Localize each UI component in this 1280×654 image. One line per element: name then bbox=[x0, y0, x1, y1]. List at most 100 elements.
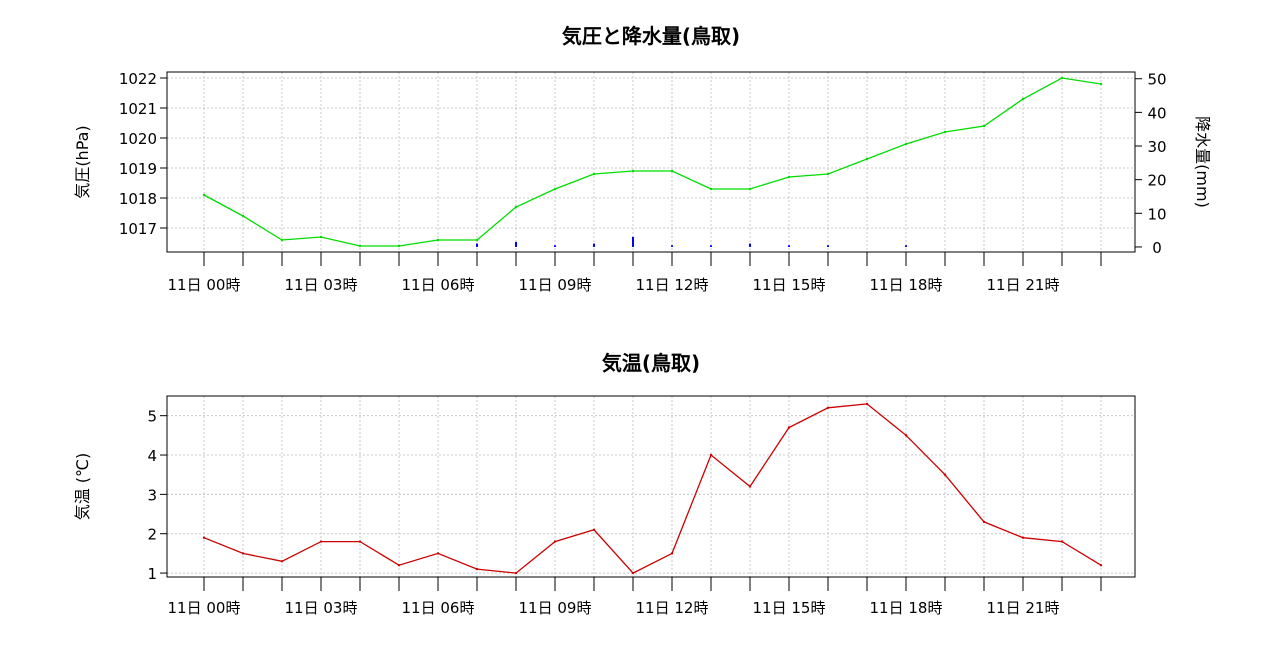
data-point bbox=[553, 187, 557, 191]
data-point bbox=[1021, 97, 1025, 101]
data-point bbox=[787, 426, 791, 429]
data-point bbox=[319, 540, 323, 543]
y2-tick-label: 20 bbox=[1147, 172, 1166, 190]
y-tick-label: 2 bbox=[147, 526, 157, 544]
x-tick-label: 11日 21時 bbox=[987, 276, 1060, 294]
x-tick-label: 11日 03時 bbox=[285, 276, 358, 294]
x-tick-label: 11日 21時 bbox=[987, 599, 1060, 617]
y-tick-label: 1021 bbox=[119, 100, 157, 118]
data-point bbox=[709, 453, 713, 457]
x-tick-label: 11日 18時 bbox=[870, 276, 943, 294]
data-point bbox=[670, 169, 674, 173]
data-point bbox=[475, 567, 479, 571]
series-line bbox=[203, 77, 1102, 247]
data-point bbox=[670, 552, 674, 555]
precip-bar bbox=[671, 245, 673, 247]
data-point bbox=[241, 552, 245, 555]
precip-bar bbox=[905, 245, 907, 247]
x-tick-label: 11日 12時 bbox=[636, 599, 709, 617]
data-point bbox=[319, 235, 323, 239]
chart-title: 気圧と降水量(鳥取) bbox=[562, 24, 740, 48]
data-point bbox=[748, 187, 752, 191]
y-tick-label: 1 bbox=[147, 565, 157, 583]
data-point bbox=[943, 473, 947, 476]
data-point bbox=[592, 172, 596, 176]
precip-bar bbox=[749, 243, 751, 247]
data-point bbox=[865, 402, 869, 406]
chart-1: 気圧と降水量(鳥取)101710181019102010211022気圧(hPa… bbox=[73, 24, 1212, 294]
y-tick-label: 1022 bbox=[119, 70, 157, 88]
y-tick-label: 3 bbox=[147, 486, 157, 504]
x-tick-label: 11日 00時 bbox=[168, 599, 241, 617]
data-point bbox=[553, 540, 557, 543]
y2-tick-label: 30 bbox=[1147, 138, 1166, 156]
y-tick-label: 4 bbox=[147, 447, 157, 465]
data-point bbox=[982, 124, 986, 128]
x-tick-label: 11日 18時 bbox=[870, 599, 943, 617]
x-tick-label: 11日 06時 bbox=[402, 599, 475, 617]
data-point bbox=[982, 520, 986, 524]
y2-axis-label: 降水量(mm) bbox=[1193, 116, 1212, 208]
y-tick-label: 1017 bbox=[119, 220, 157, 238]
data-point bbox=[748, 485, 752, 488]
x-tick-label: 11日 12時 bbox=[636, 276, 709, 294]
data-point bbox=[475, 238, 479, 242]
precip-bar bbox=[710, 245, 712, 247]
precip-bar bbox=[593, 243, 595, 247]
data-point bbox=[202, 193, 206, 197]
data-point bbox=[787, 175, 791, 179]
data-point bbox=[436, 238, 440, 242]
x-tick-label: 11日 03時 bbox=[285, 599, 358, 617]
y2-tick-label: 10 bbox=[1147, 205, 1166, 223]
x-tick-label: 11日 09時 bbox=[519, 276, 592, 294]
data-point bbox=[631, 571, 635, 575]
data-point bbox=[358, 540, 362, 543]
precip-bar bbox=[632, 236, 634, 247]
y-tick-label: 1020 bbox=[119, 130, 157, 148]
y-tick-label: 1018 bbox=[119, 190, 157, 208]
data-point bbox=[709, 187, 713, 191]
data-point bbox=[436, 552, 440, 555]
x-tick-label: 11日 00時 bbox=[168, 276, 241, 294]
y-tick-label: 1019 bbox=[119, 160, 157, 178]
x-tick-label: 11日 09時 bbox=[519, 599, 592, 617]
y-axis-label: 気温 (℃) bbox=[73, 453, 92, 521]
data-point bbox=[280, 560, 284, 563]
chart-2: 気温(鳥取) 1 2 3 4 5 気温 (℃) 11日 00時 11日 03時 11日 06時 11… bbox=[73, 351, 1136, 617]
data-point bbox=[514, 571, 518, 575]
data-point bbox=[1021, 536, 1025, 539]
data-point bbox=[826, 172, 830, 176]
data-point bbox=[904, 434, 908, 437]
precip-bar bbox=[476, 243, 478, 247]
x-tick-label: 11日 15時 bbox=[753, 599, 826, 617]
chart-title: 気温(鳥取) bbox=[602, 351, 700, 375]
plot-frame bbox=[166, 395, 1136, 578]
data-point bbox=[904, 142, 908, 146]
x-tick-label: 11日 15時 bbox=[753, 276, 826, 294]
y-axis-label: 気圧(hPa) bbox=[73, 125, 92, 198]
data-point bbox=[202, 536, 206, 539]
precip-bar bbox=[827, 245, 829, 247]
data-point bbox=[358, 244, 362, 248]
data-point bbox=[1060, 540, 1064, 543]
precip-bar bbox=[515, 241, 517, 247]
data-point bbox=[280, 238, 284, 242]
data-point bbox=[592, 528, 596, 531]
y-tick-label: 5 bbox=[147, 408, 157, 426]
data-point bbox=[397, 564, 401, 567]
data-point bbox=[1099, 82, 1103, 86]
data-point bbox=[1060, 76, 1064, 80]
data-point bbox=[1099, 564, 1103, 567]
precip-bar bbox=[554, 245, 556, 247]
data-point bbox=[943, 130, 947, 134]
data-point bbox=[631, 169, 635, 173]
data-point bbox=[826, 406, 830, 409]
data-point bbox=[241, 214, 245, 218]
precip-bar bbox=[788, 245, 790, 247]
x-tick-label: 11日 06時 bbox=[402, 276, 475, 294]
data-point bbox=[514, 205, 518, 209]
plot-frame bbox=[166, 71, 1136, 253]
y2-tick-label: 50 bbox=[1147, 71, 1166, 89]
